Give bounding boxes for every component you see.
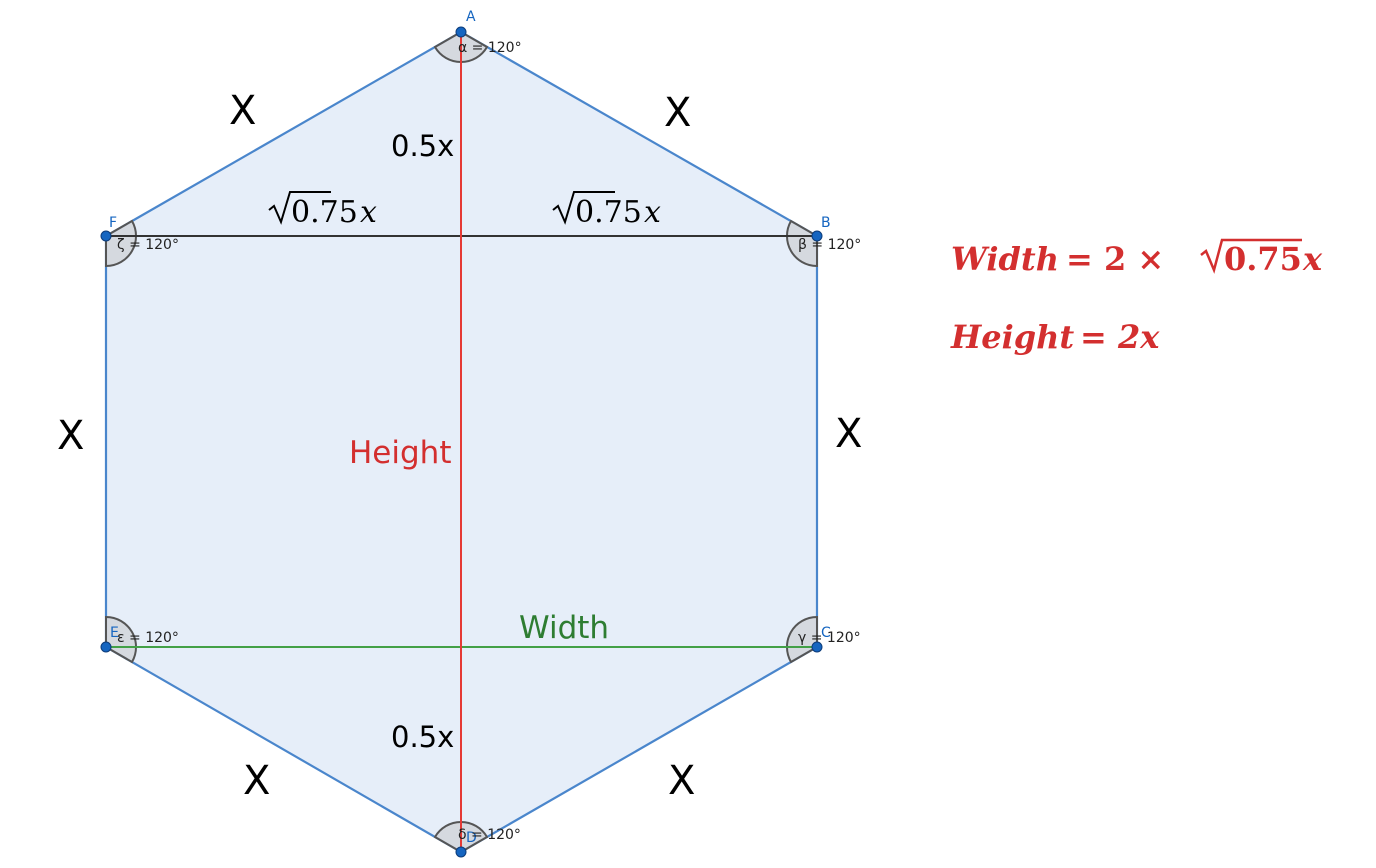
vertex-point-c[interactable] (811, 641, 823, 653)
left-root-expression: 0.75 x (268, 191, 377, 230)
left-root-var: x (360, 195, 377, 230)
bottom-half-label: 0.5x (391, 720, 454, 754)
right-root-value: 0.75 (575, 195, 642, 230)
side-label-ed: X (243, 758, 270, 804)
vertex-point-b[interactable] (811, 230, 823, 242)
left-root-radical (268, 191, 331, 225)
width-line-label: Width (519, 610, 609, 646)
height-line-label: Height (349, 435, 451, 471)
vertex-points (100, 26, 823, 858)
vertex-label-b: B (821, 215, 831, 231)
angle-label-c: γ = 120° (798, 630, 861, 646)
angle-label-a: α = 120° (458, 40, 522, 56)
width-formula-root: 0.75 (1224, 240, 1302, 278)
vertex-point-a[interactable] (455, 26, 467, 38)
vertex-label-a: A (466, 9, 476, 25)
side-label-fe: X (57, 413, 84, 459)
angle-label-d: δ = 120° (458, 827, 521, 843)
angle-arc-f (105, 219, 137, 268)
angle-arcs (105, 30, 818, 854)
left-root-value: 0.75 (291, 195, 358, 230)
angle-label-b: β = 120° (798, 237, 861, 253)
side-label-ab: X (664, 90, 691, 136)
height-formula-rhs: = 2x (1080, 318, 1160, 356)
height-formula-lhs: Height (950, 318, 1074, 356)
top-half-label: 0.5x (391, 129, 454, 163)
vertex-point-f[interactable] (100, 230, 112, 242)
vertex-point-e[interactable] (100, 641, 112, 653)
vertex-label-c: C (821, 625, 831, 641)
angle-label-e: ε = 120° (117, 630, 179, 646)
vertex-label-f: F (109, 215, 117, 231)
vertex-point-d[interactable] (455, 846, 467, 858)
vertex-label-d: D (466, 830, 477, 846)
right-root-radical (552, 191, 615, 225)
angle-arc-b (786, 219, 818, 268)
right-root-var: x (644, 195, 661, 230)
width-formula-radical (1200, 238, 1302, 274)
width-formula-lhs: Width (951, 240, 1059, 278)
side-label-af: X (229, 88, 256, 134)
angle-arc-c (786, 615, 818, 664)
side-label-cd: X (668, 758, 695, 804)
side-label-bc: X (835, 411, 862, 457)
vertex-label-e: E (110, 625, 119, 641)
angle-label-f: ζ = 120° (117, 237, 179, 253)
right-root-expression: 0.75 x (552, 191, 661, 230)
width-formula-var: x (1302, 240, 1323, 278)
angle-arc-e (105, 615, 137, 664)
width-formula: Width = 2 × 0.75 x (951, 238, 1323, 278)
height-formula: Height = 2x (950, 318, 1160, 356)
width-formula-op: = 2 × (1066, 240, 1164, 278)
